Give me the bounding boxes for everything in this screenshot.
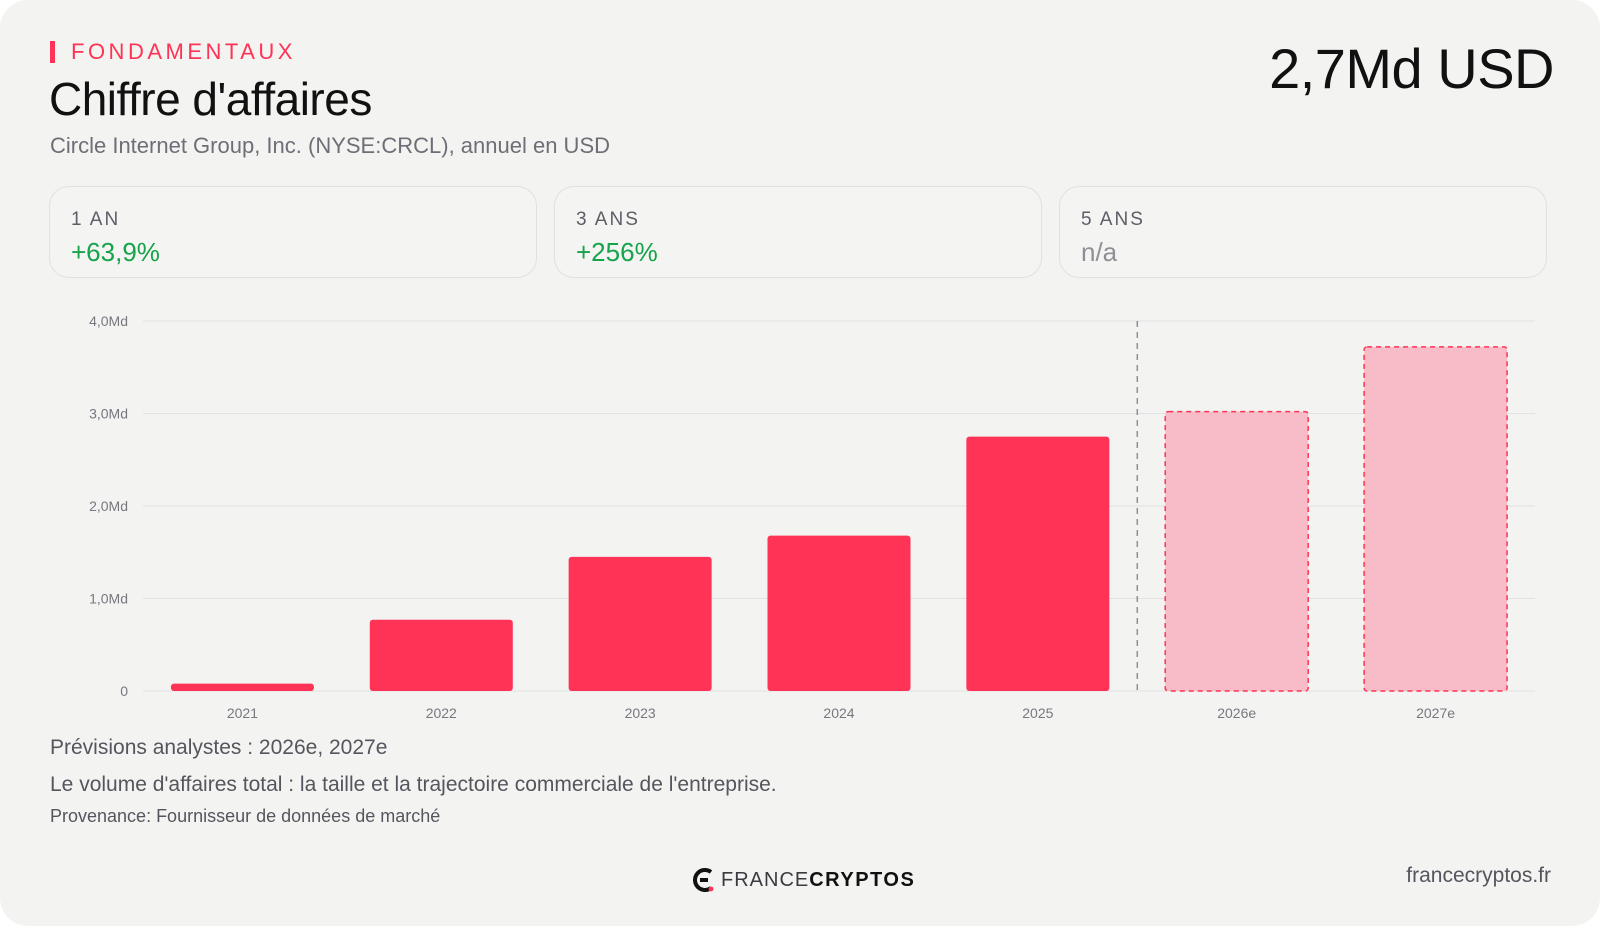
- stat-card-1y: 1 AN +63,9%: [49, 186, 537, 278]
- x-tick-label: 2021: [227, 705, 258, 721]
- stat-label-5y: 5 ANS: [1081, 209, 1145, 230]
- headline-value: 2,7Md USD: [1269, 37, 1554, 100]
- page-title: Chiffre d'affaires: [49, 73, 372, 125]
- stat-value-1y: +63,9%: [71, 237, 160, 267]
- site-url: francecryptos.fr: [1406, 864, 1551, 887]
- x-tick-label: 2026e: [1217, 705, 1256, 721]
- bar-forecast: [1164, 410, 1309, 692]
- bar: [767, 535, 911, 691]
- description-note: Le volume d'affaires total : la taille e…: [50, 773, 777, 796]
- stat-card-3y: 3 ANS +256%: [554, 186, 1042, 278]
- forecast-note: Prévisions analystes : 2026e, 2027e: [50, 736, 388, 759]
- source-note: Provenance: Fournisseur de données de ma…: [50, 806, 441, 826]
- eyebrow-label: FONDAMENTAUX: [71, 39, 296, 64]
- x-tick-label: 2023: [625, 705, 656, 721]
- brand-logo-icon: [693, 868, 714, 892]
- eyebrow: FONDAMENTAUX: [50, 39, 296, 64]
- y-tick-label: 3,0Md: [89, 406, 128, 422]
- x-tick-label: 2025: [1022, 705, 1053, 721]
- bar: [369, 619, 513, 691]
- page-subtitle: Circle Internet Group, Inc. (NYSE:CRCL),…: [50, 133, 611, 158]
- y-tick-label: 1,0Md: [89, 591, 128, 607]
- brand-logo-text-right: CRYPTOS: [809, 868, 916, 891]
- bar: [170, 683, 314, 691]
- x-tick-label: 2024: [823, 705, 854, 721]
- brand-logo: FRANCE CRYPTOS: [693, 866, 915, 894]
- bar: [966, 436, 1110, 691]
- stat-value-3y: +256%: [576, 237, 658, 267]
- x-tick-label: 2027e: [1416, 705, 1455, 721]
- eyebrow-accent-bar: [50, 41, 55, 63]
- bar-forecast: [1363, 346, 1508, 692]
- y-tick-label: 2,0Md: [89, 498, 128, 514]
- stat-card-5y: 5 ANS n/a: [1059, 186, 1547, 278]
- brand-logo-text-left: FRANCE: [721, 868, 810, 891]
- stat-value-5y: n/a: [1081, 237, 1118, 267]
- x-tick-label: 2022: [426, 705, 457, 721]
- stat-label-3y: 3 ANS: [576, 209, 640, 230]
- y-tick-label: 0: [120, 683, 128, 699]
- stat-label-1y: 1 AN: [71, 209, 121, 230]
- y-tick-label: 4,0Md: [89, 313, 128, 329]
- bar: [568, 556, 712, 691]
